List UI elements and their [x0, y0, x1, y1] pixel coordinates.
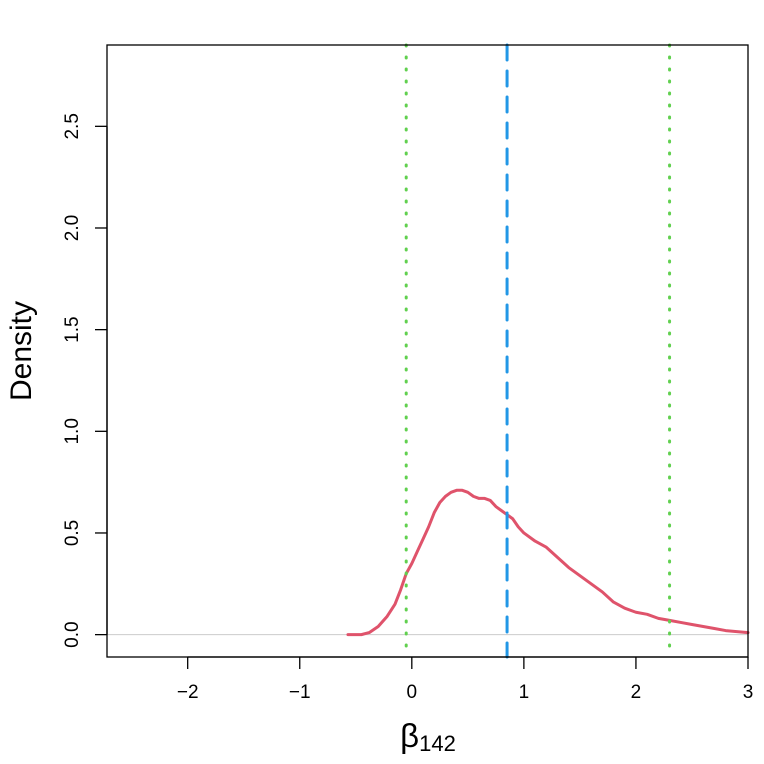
y-axis: 0.0 0.5 1.0 1.5 2.0 2.5 [62, 113, 108, 648]
y-axis-title: Density [5, 301, 38, 401]
y-tick-label-0: 0.0 [62, 621, 83, 647]
x-tick-label-0: −2 [177, 682, 199, 703]
x-axis: −2 −1 0 1 2 3 [177, 656, 754, 703]
x-tick-label-4: 2 [631, 682, 642, 703]
plot-frame [106, 44, 749, 658]
x-tick-label-5: 3 [743, 682, 754, 703]
x-axis-title: β142 [400, 717, 456, 756]
plot-area [107, 43, 750, 659]
y-tick-label-5: 2.5 [62, 113, 83, 139]
x-tick-label-2: 0 [407, 682, 418, 703]
x-axis-title-symbol: β [400, 717, 419, 754]
x-tick-label-3: 1 [519, 682, 530, 703]
y-tick-label-3: 1.5 [62, 316, 83, 342]
y-tick-label-4: 2.0 [62, 215, 83, 241]
density-curve-0 [346, 488, 750, 637]
x-axis-title-subscript: 142 [419, 731, 456, 756]
x-tick-label-1: −1 [289, 682, 311, 703]
y-tick-label-1: 0.5 [62, 520, 83, 546]
y-tick-label-2: 1.0 [62, 418, 83, 444]
